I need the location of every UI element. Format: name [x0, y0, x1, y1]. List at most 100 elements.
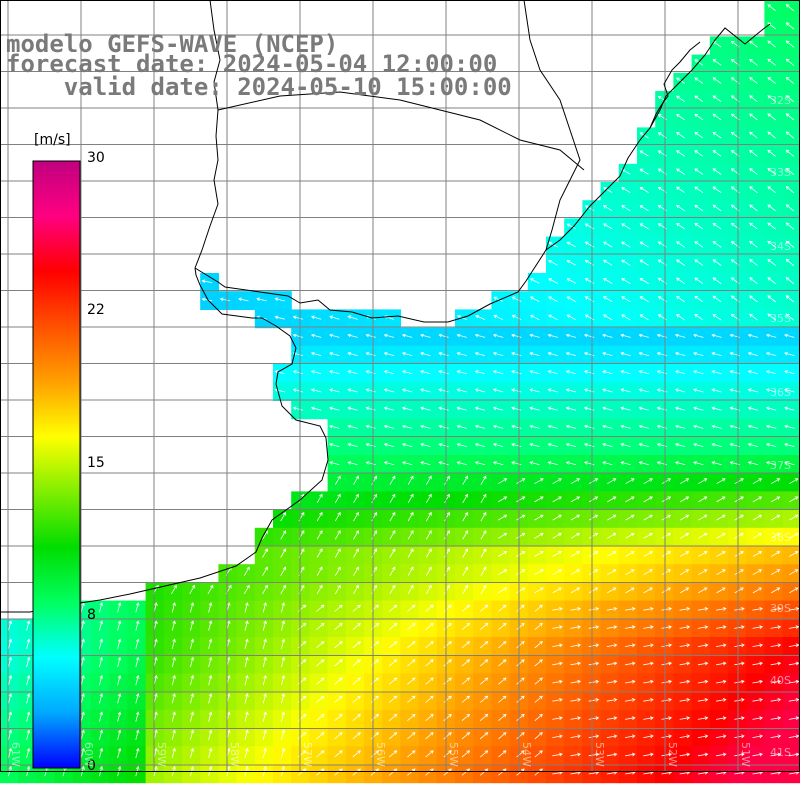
wind-arrow: [679, 478, 690, 485]
wind-arrow: [767, 40, 776, 48]
wind-arrow: [643, 569, 653, 576]
wind-arrow: [474, 370, 486, 375]
wind-arrow: [716, 716, 727, 721]
wind-arrow: [734, 569, 744, 576]
wind-arrow: [603, 278, 613, 284]
wind-arrow: [734, 514, 744, 521]
wind-arrow: [588, 551, 599, 557]
wind-arrow: [661, 698, 672, 702]
lon-label: 54W: [520, 742, 533, 767]
wind-arrow: [274, 297, 285, 302]
wind-arrow: [99, 729, 104, 740]
wind-arrow: [511, 333, 522, 338]
lon-label: 53W: [593, 742, 606, 767]
wind-arrow: [698, 551, 708, 557]
wind-arrow: [770, 551, 781, 557]
wind-cell: [200, 582, 219, 602]
wind-arrow: [570, 625, 581, 630]
wind-arrow: [620, 388, 631, 393]
wind-arrow: [767, 295, 776, 303]
wind-arrow: [767, 313, 776, 321]
wind-arrow: [316, 713, 325, 722]
wind-arrow: [316, 695, 325, 703]
wind-cell: [145, 582, 165, 602]
wind-arrow: [492, 351, 504, 356]
wind-arrow: [712, 222, 722, 230]
wind-arrow: [639, 314, 649, 321]
wind-arrow: [443, 604, 452, 612]
wind-arrow: [712, 95, 722, 103]
wind-cell: [418, 546, 438, 565]
wind-arrow: [401, 424, 413, 429]
wind-arrow: [516, 641, 525, 649]
wind-arrow: [208, 747, 213, 759]
wind-arrow: [461, 750, 471, 758]
lat-label: 35S: [770, 312, 791, 325]
wind-arrow: [712, 295, 722, 303]
wind-arrow: [208, 711, 213, 722]
wind-arrow: [274, 370, 285, 375]
wind-arrow: [534, 569, 544, 576]
wind-arrow: [788, 625, 800, 630]
wind-arrow: [752, 698, 763, 702]
wind-arrow: [190, 638, 195, 649]
wind-cell: [309, 491, 329, 511]
wind-arrow: [479, 695, 489, 703]
wind-arrow: [712, 150, 722, 157]
wind-arrow: [693, 424, 704, 429]
wind-arrow: [566, 314, 576, 321]
wind-arrow: [365, 370, 376, 375]
wind-arrow: [552, 551, 562, 557]
wind-cell: [782, 200, 800, 219]
wind-arrow: [603, 223, 613, 230]
wind-arrow: [679, 625, 691, 630]
wind-cell: [400, 527, 420, 547]
wind-arrow: [262, 711, 267, 722]
wind-arrow: [316, 493, 323, 504]
wind-arrow: [676, 204, 686, 212]
wind-arrow: [80, 638, 85, 649]
wind-cell: [782, 455, 800, 474]
wind-arrow: [716, 551, 726, 557]
wind-arrow: [99, 693, 104, 704]
wind-arrow: [511, 296, 522, 302]
border-uruguay-north: [217, 91, 585, 171]
wind-arrow: [462, 475, 469, 485]
wind-cell: [254, 527, 274, 547]
wind-cell: [418, 527, 438, 547]
wind-arrow: [712, 113, 722, 121]
wind-arrow: [625, 752, 636, 757]
lat-label: 37S: [770, 459, 791, 472]
wind-arrow: [770, 698, 782, 702]
wind-arrow: [244, 656, 249, 668]
wind-arrow: [425, 659, 434, 667]
wind-arrow: [407, 511, 414, 522]
wind-cell: [400, 509, 420, 529]
lagoa-dos-patos: [649, 41, 701, 129]
wind-arrow: [516, 768, 525, 776]
wind-arrow: [389, 511, 396, 522]
wind-arrow: [498, 677, 507, 685]
wind-cell: [218, 564, 238, 583]
wind-arrow: [749, 58, 758, 66]
wind-cell: [782, 254, 800, 274]
wind-arrow: [456, 370, 467, 375]
wind-arrow: [712, 313, 722, 321]
wind-arrow: [547, 388, 558, 393]
wind-arrow: [570, 716, 581, 721]
wind-arrow: [712, 277, 722, 285]
wind-arrow: [456, 351, 467, 356]
wind-arrow: [661, 752, 672, 757]
map-grid: [0, 0, 800, 772]
wind-arrow: [316, 768, 325, 776]
wind-arrow: [602, 388, 613, 393]
wind-arrow: [388, 768, 398, 776]
wind-cell: [273, 509, 292, 529]
wind-arrow: [480, 566, 487, 576]
wind-arrow: [679, 734, 691, 739]
wind-cell: [455, 546, 474, 565]
wind-arrow: [456, 424, 467, 429]
wind-arrow: [8, 693, 13, 704]
wind-arrow: [492, 461, 504, 466]
wind-cell: [473, 473, 492, 492]
